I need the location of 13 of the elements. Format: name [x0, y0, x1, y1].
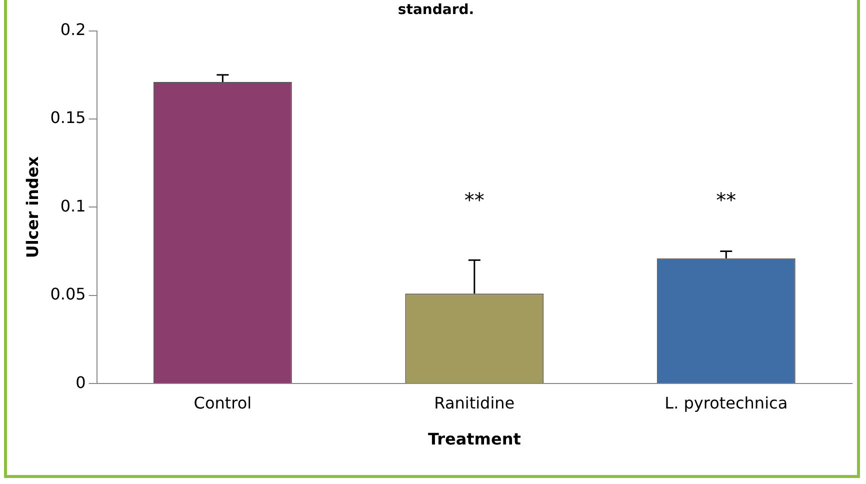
x-tick-label: Ranitidine: [434, 393, 515, 412]
y-tick-label: 0.15: [50, 108, 86, 128]
y-tick-label: 0: [76, 372, 86, 392]
y-axis-title: Ulcer index: [22, 156, 42, 258]
annotation: **: [716, 188, 736, 212]
annotation: **: [464, 188, 484, 212]
y-tick-label: 0.05: [50, 284, 86, 304]
x-axis-title: Treatment: [428, 430, 522, 449]
chart-title: standard.: [398, 2, 474, 18]
x-tick-label: L. pyrotechnica: [664, 393, 788, 412]
x-tick-label: Control: [194, 393, 252, 412]
y-tick-label: 0.2: [60, 20, 86, 39]
y-tick-label: 0.1: [60, 196, 86, 216]
